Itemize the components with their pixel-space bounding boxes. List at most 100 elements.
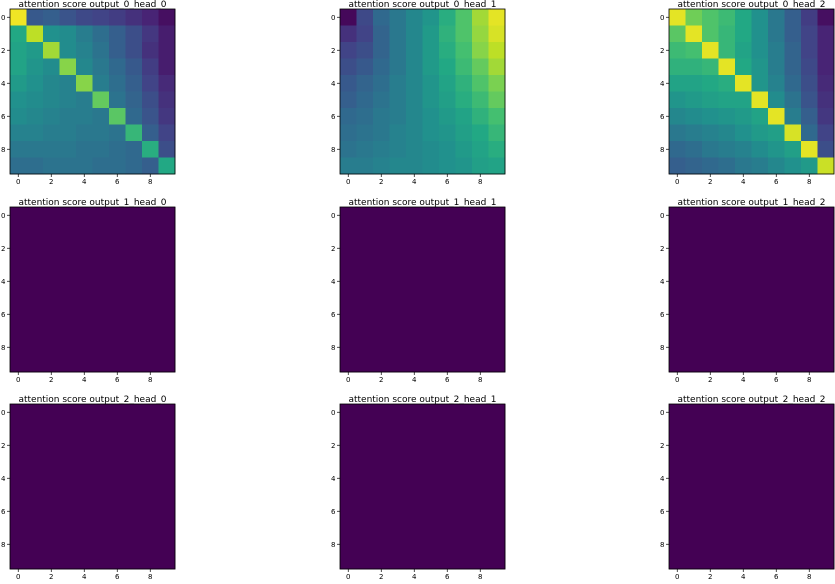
heatmap-cell-3-4 xyxy=(735,58,752,76)
heatmap-cell-0-0 xyxy=(669,207,686,224)
heatmap-cell-5-6 xyxy=(768,486,785,504)
heatmap-cell-1-7 xyxy=(125,420,143,438)
heatmap-cell-0-2 xyxy=(373,404,390,421)
heatmap-cell-5-5 xyxy=(422,486,440,504)
heatmap-cell-6-9 xyxy=(817,108,835,125)
heatmap-cell-8-0 xyxy=(10,141,27,158)
heatmap-cell-3-3 xyxy=(59,453,77,471)
heatmap-cell-4-8 xyxy=(472,75,489,92)
panel-title: attention score output_1_head_1 xyxy=(348,198,496,208)
heatmap-cell-4-6 xyxy=(768,75,785,92)
heatmap-cell-7-6 xyxy=(768,322,785,340)
heatmap-cell-4-7 xyxy=(455,470,473,487)
x-tick-label: 0 xyxy=(346,573,350,581)
heatmap-cell-4-4 xyxy=(735,470,752,487)
heatmap-cell-0-9 xyxy=(158,404,176,421)
heatmap-cell-9-6 xyxy=(768,157,785,175)
heatmap-cell-9-5 xyxy=(422,157,440,175)
heatmap-cell-9-2 xyxy=(702,355,719,373)
y-tick-label: 4 xyxy=(331,80,336,88)
heatmap-cell-1-2 xyxy=(43,25,60,43)
y-tick-label: 2 xyxy=(660,47,664,55)
heatmap-cell-9-1 xyxy=(26,355,44,373)
heatmap-cell-7-1 xyxy=(685,124,703,142)
heatmap-cell-1-4 xyxy=(76,223,93,241)
heatmap-cell-9-8 xyxy=(472,355,489,373)
heatmap-cell-6-1 xyxy=(356,108,374,125)
heatmap-cell-1-6 xyxy=(768,420,785,438)
x-tick-label: 2 xyxy=(708,573,712,581)
heatmap-cell-2-2 xyxy=(702,42,719,59)
heatmap-cell-3-5 xyxy=(751,58,769,76)
heatmap-cell-4-2 xyxy=(373,75,390,92)
heatmap-cell-2-8 xyxy=(472,240,489,257)
heatmap-cell-1-5 xyxy=(422,25,440,43)
heatmap-cell-7-5 xyxy=(751,322,769,340)
heatmap-cell-3-9 xyxy=(817,256,835,274)
heatmap-cell-5-6 xyxy=(109,91,126,109)
heatmap-cell-2-7 xyxy=(784,240,802,257)
x-tick-label: 8 xyxy=(807,573,811,581)
heatmap-cell-9-2 xyxy=(373,552,390,570)
heatmap-cell-6-3 xyxy=(59,108,77,125)
heatmap-cell-0-2 xyxy=(702,207,719,224)
heatmap-cell-4-3 xyxy=(389,273,407,290)
heatmap-cell-2-7 xyxy=(125,240,143,257)
heatmap-cell-9-7 xyxy=(125,552,143,570)
heatmap-cell-9-9 xyxy=(488,355,506,373)
heatmap-cell-3-4 xyxy=(76,58,93,76)
heatmap-cell-4-6 xyxy=(439,470,456,487)
heatmap-cell-2-9 xyxy=(158,437,176,454)
y-tick-label: 8 xyxy=(331,344,335,352)
heatmap-cell-4-0 xyxy=(10,470,27,487)
heatmap-cell-8-5 xyxy=(422,339,440,356)
heatmap-cell-2-1 xyxy=(356,42,374,59)
x-tick-label: 4 xyxy=(412,376,417,384)
heatmap-cell-4-3 xyxy=(59,470,77,487)
x-tick-label: 0 xyxy=(16,376,20,384)
heatmap-cell-8-9 xyxy=(817,339,835,356)
heatmap-cell-6-9 xyxy=(158,503,176,520)
heatmap-cell-8-8 xyxy=(142,536,159,553)
heatmap-cell-0-1 xyxy=(685,9,703,26)
heatmap-cell-6-0 xyxy=(340,503,357,520)
heatmap-cell-1-6 xyxy=(768,25,785,43)
y-tick-label: 2 xyxy=(660,245,664,253)
axes-frame xyxy=(9,206,176,373)
heatmap-cell-3-6 xyxy=(439,256,456,274)
heatmap-cell-4-4 xyxy=(406,470,423,487)
heatmap-cell-7-0 xyxy=(10,519,27,537)
y-tick-label: 2 xyxy=(660,442,664,450)
heatmap-cell-7-8 xyxy=(472,124,489,142)
heatmap-cell-9-6 xyxy=(439,157,456,175)
x-tick-label: 4 xyxy=(741,573,746,581)
heatmap-cell-8-9 xyxy=(488,339,506,356)
heatmap-cell-6-6 xyxy=(768,108,785,125)
heatmap-cell-6-1 xyxy=(356,306,374,323)
heatmap-cell-8-0 xyxy=(10,339,27,356)
heatmap-cell-9-0 xyxy=(669,355,686,373)
heatmap-cell-5-8 xyxy=(472,486,489,504)
heatmap-cell-1-1 xyxy=(356,25,374,43)
heatmap-cell-3-1 xyxy=(26,256,44,274)
heatmap-cell-8-8 xyxy=(472,141,489,158)
heatmap-cell-2-5 xyxy=(92,240,110,257)
heatmap-cell-2-1 xyxy=(26,437,44,454)
heatmap-cell-8-9 xyxy=(488,141,506,158)
heatmap-cell-2-5 xyxy=(422,437,440,454)
y-tick-label: 6 xyxy=(660,311,665,319)
heatmap-cell-5-7 xyxy=(784,486,802,504)
y-tick-label: 4 xyxy=(331,475,336,483)
y-tick-label: 0 xyxy=(660,14,664,22)
heatmap-cell-8-6 xyxy=(109,141,126,158)
heatmap-cell-6-7 xyxy=(125,108,143,125)
heatmap-cell-5-4 xyxy=(406,486,423,504)
heatmap-cell-9-0 xyxy=(340,355,357,373)
heatmap-cell-9-6 xyxy=(768,355,785,373)
y-tick-label: 2 xyxy=(331,47,335,55)
heatmap-cell-3-3 xyxy=(718,256,736,274)
heatmap-cell-8-4 xyxy=(406,339,423,356)
heatmap-cell-0-2 xyxy=(43,207,60,224)
heatmap-cell-3-8 xyxy=(142,453,159,471)
heatmap-cell-7-7 xyxy=(784,519,802,537)
